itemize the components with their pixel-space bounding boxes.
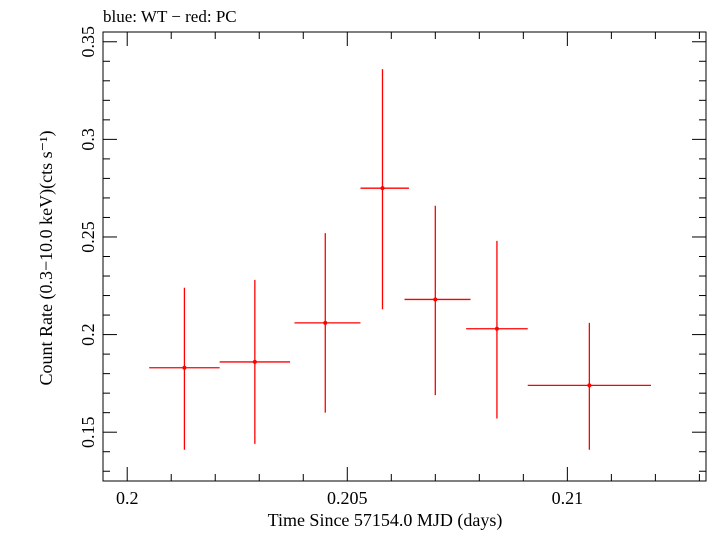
chart-title: blue: WT − red: PC xyxy=(103,7,237,26)
x-tick-label: 0.21 xyxy=(552,488,584,508)
series-layer xyxy=(149,69,651,450)
y-axis-title: Count Rate (0.3−10.0 keV)(cts s⁻¹) xyxy=(36,130,57,385)
data-point xyxy=(494,326,499,331)
data-point xyxy=(433,297,438,302)
y-tick-label: 0.25 xyxy=(78,221,98,253)
y-tick-label: 0.2 xyxy=(78,323,98,346)
major-ticks xyxy=(103,32,706,481)
x-tick-label: 0.205 xyxy=(327,488,368,508)
x-tick-label: 0.2 xyxy=(116,488,139,508)
plot-frame xyxy=(102,31,707,482)
x-tick-labels: 0.2 0.205 0.21 xyxy=(116,488,583,508)
y-tick-label: 0.35 xyxy=(78,26,98,58)
data-point xyxy=(323,320,328,325)
y-tick-label: 0.15 xyxy=(78,416,98,448)
y-tick-labels: 0.15 0.2 0.25 0.3 0.35 xyxy=(78,26,98,448)
data-point xyxy=(252,359,257,364)
data-point xyxy=(587,383,592,388)
minor-ticks xyxy=(103,32,706,481)
data-point xyxy=(380,186,385,191)
x-axis-title: Time Since 57154.0 MJD (days) xyxy=(268,510,503,531)
y-tick-label: 0.3 xyxy=(78,128,98,151)
data-point xyxy=(182,365,187,370)
